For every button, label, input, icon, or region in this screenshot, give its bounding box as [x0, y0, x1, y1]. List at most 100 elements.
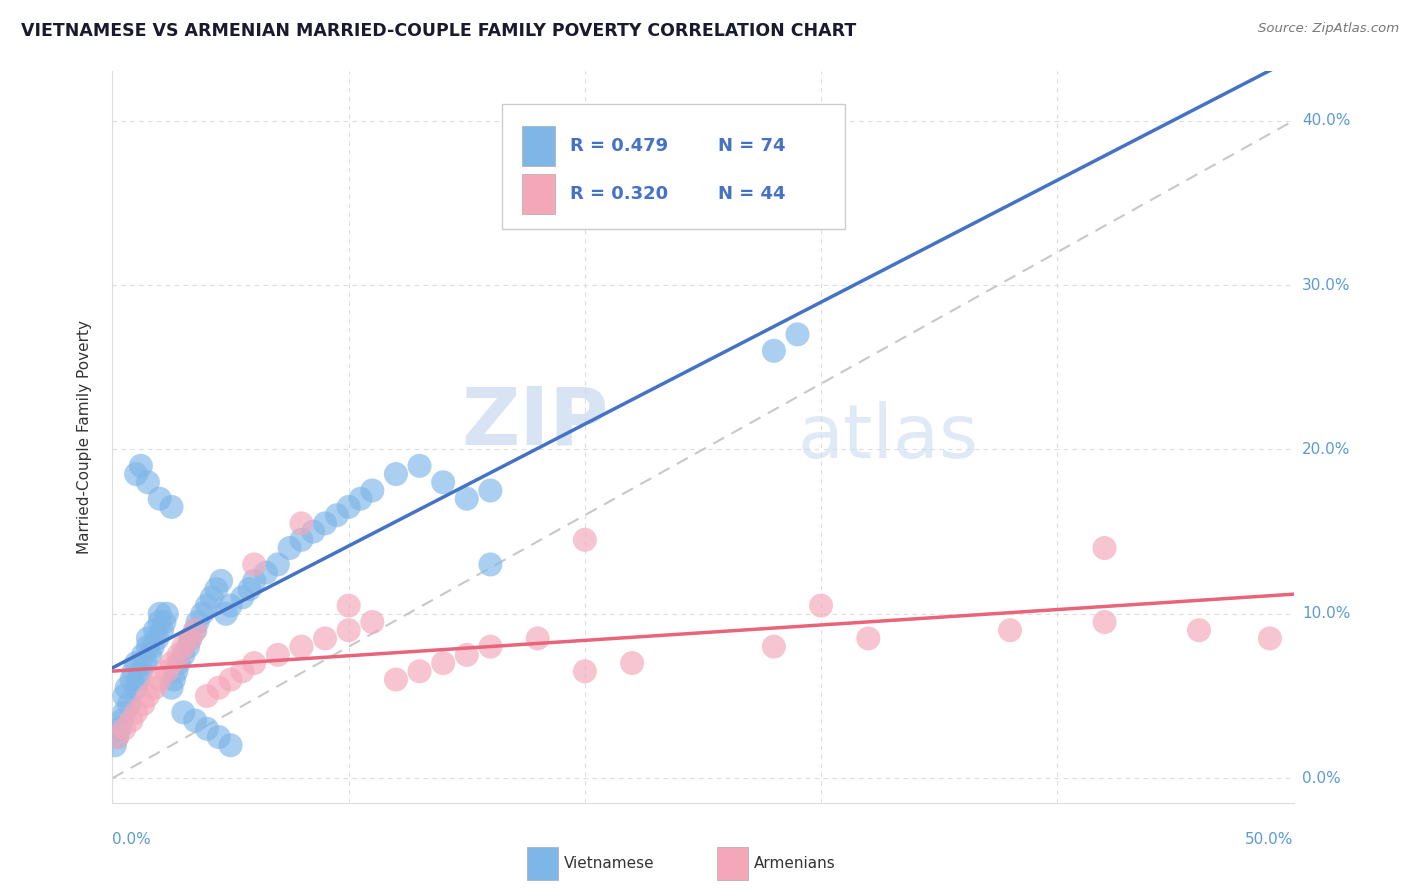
Point	[408, 458, 430, 473]
Point	[167, 656, 190, 670]
Point	[238, 582, 260, 596]
Point	[243, 656, 266, 670]
Point	[143, 624, 166, 638]
Point	[129, 665, 152, 679]
Point	[111, 714, 134, 728]
Point	[290, 516, 312, 531]
Point	[762, 640, 785, 654]
Point	[621, 656, 644, 670]
Point	[184, 624, 207, 638]
Point	[231, 665, 253, 679]
Point	[149, 673, 172, 687]
Text: 30.0%: 30.0%	[1302, 277, 1350, 293]
Point	[127, 673, 149, 687]
Point	[1094, 615, 1116, 629]
Point	[167, 648, 190, 662]
Point	[160, 681, 183, 695]
Point	[574, 665, 596, 679]
Point	[125, 681, 148, 695]
Point	[1188, 624, 1211, 638]
Point	[112, 722, 135, 736]
Point	[112, 689, 135, 703]
Point	[337, 500, 360, 514]
Point	[243, 574, 266, 588]
Point	[165, 665, 187, 679]
Point	[150, 624, 173, 638]
Point	[120, 673, 142, 687]
Text: Vietnamese: Vietnamese	[564, 856, 654, 871]
Point	[314, 632, 336, 646]
Point	[142, 640, 165, 654]
Y-axis label: Married-Couple Family Poverty: Married-Couple Family Poverty	[77, 320, 91, 554]
Point	[139, 648, 162, 662]
Point	[177, 640, 200, 654]
Point	[326, 508, 349, 523]
Point	[408, 665, 430, 679]
Point	[105, 730, 128, 744]
Point	[125, 467, 148, 481]
Point	[195, 722, 218, 736]
Bar	[522, 174, 555, 214]
Point	[195, 689, 218, 703]
Text: 0.0%: 0.0%	[1302, 771, 1340, 786]
Point	[1258, 632, 1281, 646]
Point	[115, 681, 138, 695]
Point	[456, 491, 478, 506]
Point	[125, 656, 148, 670]
Point	[208, 681, 231, 695]
Text: R = 0.479: R = 0.479	[569, 137, 668, 155]
Point	[267, 558, 290, 572]
Point	[1094, 541, 1116, 555]
Point	[762, 343, 785, 358]
Point	[215, 607, 238, 621]
Point	[195, 599, 218, 613]
Point	[136, 475, 159, 490]
Point	[160, 656, 183, 670]
Point	[479, 640, 502, 654]
Point	[136, 640, 159, 654]
Point	[208, 730, 231, 744]
Point	[125, 706, 148, 720]
Point	[156, 607, 179, 621]
Point	[118, 697, 141, 711]
Point	[149, 615, 172, 629]
Point	[267, 648, 290, 662]
Point	[243, 558, 266, 572]
Point	[172, 640, 194, 654]
Point	[858, 632, 880, 646]
Point	[143, 681, 166, 695]
Text: R = 0.320: R = 0.320	[569, 186, 668, 203]
Bar	[522, 126, 555, 166]
Point	[149, 607, 172, 621]
Point	[184, 624, 207, 638]
Point	[219, 673, 242, 687]
Point	[172, 706, 194, 720]
Point	[385, 467, 408, 481]
Point	[349, 491, 371, 506]
Point	[205, 582, 228, 596]
Point	[153, 615, 176, 629]
Point	[132, 697, 155, 711]
Point	[136, 689, 159, 703]
Point	[479, 483, 502, 498]
Point	[136, 632, 159, 646]
Text: 0.0%: 0.0%	[112, 832, 152, 847]
Point	[254, 566, 277, 580]
Point	[314, 516, 336, 531]
Point	[104, 739, 127, 753]
Point	[479, 558, 502, 572]
Point	[120, 714, 142, 728]
Text: 40.0%: 40.0%	[1302, 113, 1350, 128]
Point	[810, 599, 832, 613]
Point	[526, 632, 548, 646]
Text: 20.0%: 20.0%	[1302, 442, 1350, 457]
Point	[112, 706, 135, 720]
Point	[108, 722, 131, 736]
Point	[290, 533, 312, 547]
Text: N = 44: N = 44	[718, 186, 786, 203]
Point	[302, 524, 325, 539]
Point	[231, 591, 253, 605]
Point	[337, 599, 360, 613]
Point	[179, 632, 201, 646]
Point	[160, 500, 183, 514]
